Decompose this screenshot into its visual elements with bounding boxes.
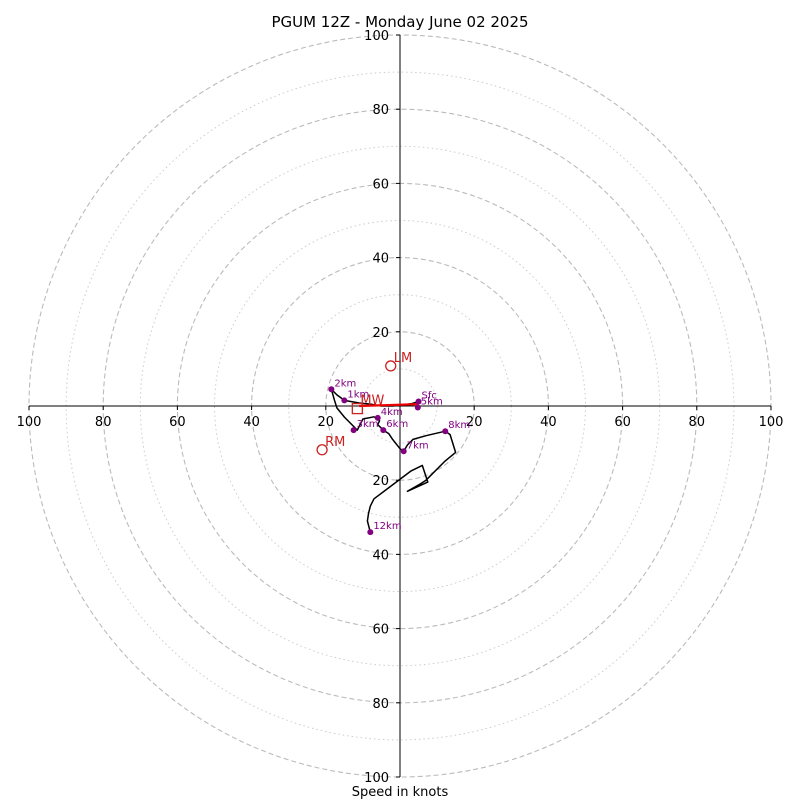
height-marker-4km [374,414,381,421]
lm-label: LM [394,351,412,366]
y-tick-label: 40 [372,252,389,267]
mean-wind-marker [351,402,363,415]
x-tick-label: 20 [466,415,483,430]
y-tick-labels: 100 80 60 40 20 20 40 60 80 100 [364,29,400,786]
height-marker-7km [400,448,407,455]
y-tick-label: 60 [372,623,389,638]
height-marker-1km [341,397,348,404]
chart-title: PGUM 12Z - Monday June 02 2025 [271,13,528,31]
x-tick-label: 100 [17,415,42,430]
lm-marker [385,360,397,372]
rm-label: RM [325,435,345,450]
height-marker-8km [442,428,449,435]
height-marker-Sfc [415,398,422,405]
height-label-4km: 4km [381,407,403,418]
height-marker-5km [414,404,421,411]
storm-motion-markers: LM RM MW [316,351,412,456]
height-marker-2km [328,386,335,393]
height-label-5km: 5km [421,396,443,407]
x-tick-labels: 100 80 60 40 20 20 40 60 80 100 [17,406,784,430]
height-label-3km: 3km [357,419,379,430]
shear-vector [359,403,419,408]
y-tick-label: 60 [372,177,389,192]
x-tick-label: 80 [95,415,112,430]
y-tick-label: 20 [372,326,389,341]
height-label-1km: 1km [347,389,369,400]
y-tick-label: 100 [364,29,389,44]
height-marker-12km [367,529,374,536]
x-axis-label: Speed in knots [352,785,449,800]
height-label-6km: 6km [386,419,408,430]
y-tick-label: 100 [364,771,389,786]
y-tick-label: 80 [372,103,389,118]
height-label-12km: 12km [373,521,401,532]
y-tick-label: 20 [372,474,389,489]
x-tick-label: 40 [243,415,260,430]
x-tick-label: 60 [614,415,631,430]
x-tick-label: 60 [169,415,186,430]
y-tick-label: 40 [372,548,389,563]
x-tick-label: 40 [540,415,557,430]
shear-vector-line [359,403,419,408]
height-label-Sfc: Sfc [422,391,437,402]
x-tick-label: 20 [318,415,335,430]
x-tick-label: 100 [759,415,784,430]
height-label-2km: 2km [334,378,356,389]
x-tick-label: 80 [689,415,706,430]
height-marker-3km [350,427,357,434]
mw-label: MW [360,394,384,409]
rm-marker [316,444,328,456]
height-label-7km: 7km [407,440,429,451]
height-marker-6km [380,427,387,434]
height-label-8km: 8km [448,420,470,431]
y-tick-label: 80 [372,697,389,712]
